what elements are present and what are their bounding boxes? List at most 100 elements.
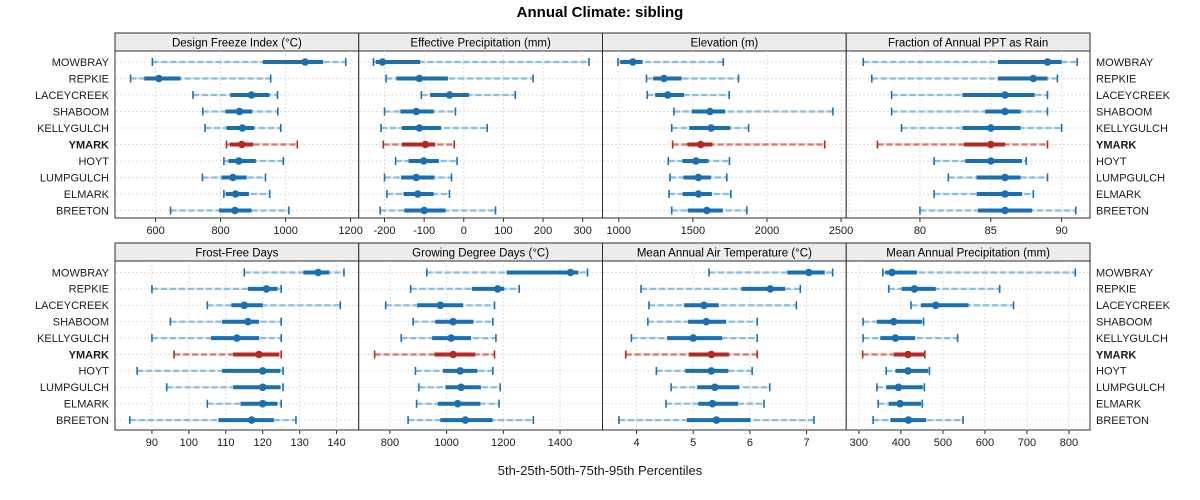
y-label-right: HOYT — [1096, 366, 1127, 378]
series-mowbray — [372, 58, 590, 66]
y-label-left: ELMARK — [64, 189, 110, 201]
median-dot — [419, 157, 428, 165]
median-dot — [415, 124, 424, 132]
axis-caption: 5th-25th-50th-75th-95th Percentiles — [497, 463, 703, 478]
x-tick-label: 500 — [934, 437, 952, 449]
series-elmark — [206, 399, 282, 408]
y-label-left: HOYT — [78, 366, 109, 378]
median-dot — [694, 190, 703, 198]
median-dot — [449, 317, 457, 326]
series-shaboom — [673, 107, 834, 116]
panel-effective-precipitation-mm: Effective Precipitation (mm) -200 -100 0 100… — [358, 32, 603, 237]
series-lumpgulch — [670, 383, 771, 392]
median-dot — [415, 74, 424, 83]
x-tick-label: 90 — [1056, 225, 1068, 237]
x-tick-label: 1200 — [338, 225, 362, 237]
series-kellygulch — [151, 334, 282, 343]
strip-label: Frost-Free Days — [195, 248, 278, 260]
series-hoyt — [885, 366, 931, 375]
y-label-right: MOWBRAY — [1096, 267, 1154, 279]
series-breeton — [169, 206, 290, 215]
series-lumpgulch — [418, 383, 501, 392]
x-tick-label: 100 — [180, 437, 198, 449]
median-dot — [1043, 58, 1052, 66]
series-shaboom — [890, 107, 1049, 116]
median-dot — [629, 58, 637, 66]
median-dot — [707, 367, 716, 375]
series-lumpgulch — [876, 383, 926, 392]
x-tick-label: 600 — [976, 437, 994, 449]
x-tick-label: 6 — [747, 437, 753, 449]
series-shaboom — [412, 317, 494, 326]
x-tick-label: 1200 — [491, 437, 515, 449]
x-tick-label: 100 — [494, 225, 512, 237]
median-dot — [240, 301, 249, 310]
y-label-right: LUMPGULCH — [1096, 172, 1165, 184]
median-dot — [412, 107, 421, 116]
series-hoyt — [933, 157, 1028, 165]
x-tick-label: 85 — [985, 225, 997, 237]
series-breeton — [670, 206, 748, 215]
y-label-left: BREETON — [56, 205, 109, 217]
series-elmark — [415, 399, 500, 408]
series-elmark — [668, 190, 732, 198]
y-label-right: SHABOOM — [1096, 317, 1152, 329]
x-tick-label: 1000 — [434, 437, 458, 449]
series-laceycreek — [384, 301, 496, 310]
series-laceycreek — [648, 301, 798, 310]
series-hoyt — [667, 157, 731, 165]
x-tick-label: -200 — [373, 225, 395, 237]
median-dot — [702, 317, 711, 326]
median-dot — [414, 190, 422, 198]
median-dot — [231, 190, 240, 198]
median-dot — [660, 74, 668, 83]
median-dot — [1001, 107, 1009, 116]
series-ymark — [624, 350, 759, 359]
median-dot — [255, 350, 263, 359]
series-kellygulch — [900, 124, 1063, 132]
series-ymark — [876, 140, 1049, 149]
median-dot — [696, 140, 705, 149]
median-dot — [904, 350, 912, 359]
panel-design-freeze-index-c: Design Freeze Index (°C) 600 800 1000 1200 — [114, 32, 363, 237]
y-label-left: MOWBRAY — [52, 57, 110, 69]
median-dot — [420, 206, 428, 215]
series-laceycreek — [910, 301, 1015, 310]
panel-mean-annual-precipitation-mm: Mean Annual Precipitation (mm) 300 400 500 6… — [845, 242, 1091, 449]
median-dot — [231, 206, 239, 215]
series-ymark — [225, 140, 299, 149]
median-dot — [910, 285, 919, 293]
median-dot — [233, 334, 241, 342]
y-label-right: BREETON — [1096, 415, 1149, 427]
median-dot — [805, 268, 813, 277]
series-lumpgulch — [201, 173, 267, 182]
y-label-left: LUMPGULCH — [40, 382, 109, 394]
x-tick-label: 1000 — [273, 225, 297, 237]
median-dot — [229, 173, 237, 182]
median-dot — [412, 173, 421, 182]
series-hoyt — [414, 366, 494, 375]
y-axis-labels-row-2: MOWBRAY MOWBRAY REPKIE REPKIE LACEYCREEK LACE… — [35, 267, 1171, 427]
y-label-left: YMARK — [69, 349, 109, 361]
median-dot — [457, 383, 465, 392]
x-tick-label: 800 — [1060, 437, 1078, 449]
series-repkie — [385, 74, 534, 83]
x-tick-label: 1000 — [607, 225, 631, 237]
y-label-right: KELLYGULCH — [1096, 123, 1168, 135]
series-elmark — [933, 190, 1035, 198]
median-dot — [238, 124, 247, 132]
strip-label: Fraction of Annual PPT as Rain — [888, 38, 1048, 50]
median-dot — [694, 173, 703, 182]
median-dot — [493, 285, 502, 293]
median-dot — [258, 399, 267, 408]
median-dot — [1001, 206, 1009, 215]
y-label-right: MOWBRAY — [1096, 57, 1154, 69]
y-label-right: BREETON — [1096, 205, 1149, 217]
series-lumpgulch — [947, 173, 1049, 182]
median-dot — [712, 416, 721, 424]
median-dot — [904, 367, 912, 375]
median-dot — [314, 268, 322, 277]
median-dot — [235, 157, 243, 165]
